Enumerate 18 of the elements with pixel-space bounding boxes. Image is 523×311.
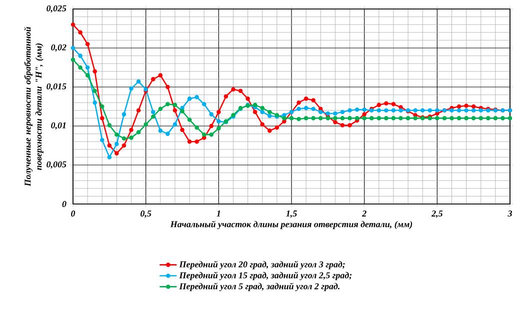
- y-tick-label: 0,01: [51, 122, 66, 130]
- x-tick-label: 0,5: [140, 210, 152, 218]
- y-axis-title: Полученные неровности обработанной поверхности детали "H", (мм): [24, 27, 44, 186]
- x-tick-label: 2,5: [431, 210, 443, 218]
- x-tick-label: 2: [362, 210, 366, 216]
- legend-label: Передний угол 20 град, задний угол 3 град;: [179, 260, 345, 270]
- x-tick-label: 1,5: [286, 210, 297, 218]
- x-axis-title: Начальный участок длины резания отверстия детали, (мм): [170, 220, 412, 230]
- y-tick-label: 0,02: [51, 44, 66, 52]
- y-tick-label: 0,005: [46, 161, 66, 169]
- legend-label: Передний угол 5 град, задний угол 2 град.: [179, 282, 340, 292]
- x-tick-label: 1: [216, 210, 220, 216]
- y-tick-label: 0,015: [46, 83, 66, 91]
- y-tick-label: 0: [62, 200, 66, 208]
- legend-label: Передний угол 15 град, задний угол 2,5 град;: [179, 272, 352, 280]
- x-tick-label: 0: [71, 210, 76, 217]
- y-tick-label: 0,025: [46, 5, 66, 13]
- x-tick-label: 3: [508, 210, 512, 217]
